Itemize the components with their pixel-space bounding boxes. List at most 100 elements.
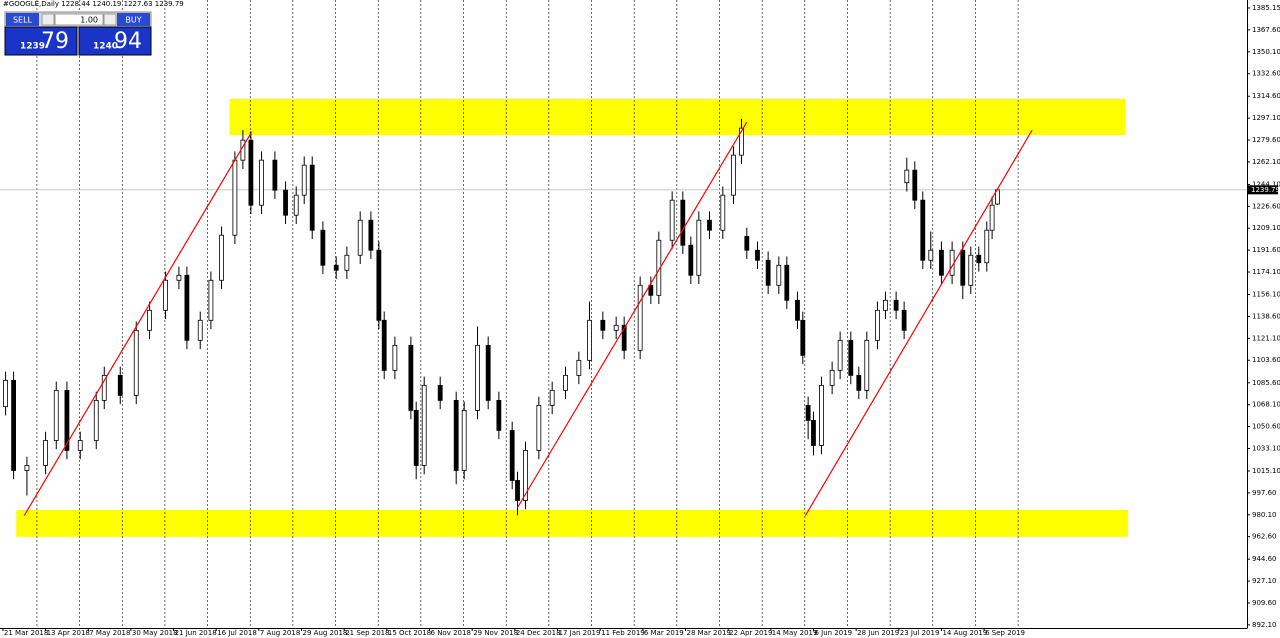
ohlc-high: 1240.19 — [92, 0, 121, 8]
candle-body — [147, 309, 152, 331]
y-tick-label: 927.10 — [1252, 577, 1277, 585]
candle-body — [621, 324, 627, 351]
candle-body — [259, 159, 264, 206]
candle-body — [208, 279, 214, 321]
x-tick-label: 29 Aug 2018 — [303, 629, 348, 637]
candle-body — [357, 219, 363, 256]
candle-body — [421, 384, 427, 466]
y-tick-label: 1085.60 — [1252, 379, 1280, 387]
y-tick-label: 909.60 — [1252, 599, 1277, 607]
lots-increase[interactable] — [103, 13, 117, 26]
y-tick-label: 997.60 — [1252, 489, 1277, 497]
buy-label[interactable]: BUY — [125, 16, 141, 25]
x-tick-label: 28 Jun 2019 — [857, 629, 899, 637]
y-tick-label: 1244.10 — [1252, 180, 1280, 188]
candle-body — [515, 480, 520, 501]
support-resistance-zone — [229, 98, 1126, 136]
candle-body — [637, 284, 643, 351]
y-tick-label: 892.10 — [1252, 621, 1277, 629]
candle-body — [248, 139, 254, 206]
buy-price-pips[interactable]: 94 — [114, 29, 142, 54]
y-tick-label: 1103.60 — [1252, 356, 1280, 364]
y-tick-label: 944.60 — [1252, 555, 1277, 563]
candle-body — [939, 249, 944, 276]
candle-body — [117, 374, 123, 396]
candle-body — [24, 465, 30, 471]
sell-label[interactable]: SELL — [13, 16, 33, 25]
x-tick-label: 14 Aug 2019 — [942, 629, 987, 637]
candle-body — [587, 319, 592, 361]
candle-body — [11, 379, 16, 471]
candle-body — [901, 309, 907, 331]
y-tick-label: 1138.60 — [1252, 312, 1280, 320]
y-tick-label: 1350.10 — [1252, 48, 1280, 56]
candle-body — [320, 229, 326, 266]
x-tick-label: 6 Jun 2019 — [814, 629, 852, 637]
candle-body — [600, 319, 606, 331]
x-tick-label: 7 May 2018 — [89, 629, 130, 637]
candle-body — [392, 344, 398, 371]
y-tick-label: 1121.10 — [1252, 334, 1280, 342]
sell-button[interactable] — [6, 13, 39, 26]
candle-body — [232, 159, 238, 236]
candle-body — [805, 405, 811, 421]
y-tick-label: 1174.10 — [1252, 268, 1280, 276]
x-tick-label: 24 Dec 2018 — [516, 629, 561, 637]
x-tick-label: 6 Sep 2019 — [985, 629, 1025, 637]
x-tick-label: 7 Aug 2018 — [260, 629, 300, 637]
y-tick-label: 1209.10 — [1252, 224, 1280, 232]
sell-price-pips[interactable]: 79 — [41, 29, 69, 54]
y-tick-label: 1367.60 — [1252, 26, 1280, 34]
candle-body — [819, 384, 824, 446]
candle-body — [696, 219, 702, 276]
candle-body — [453, 399, 459, 471]
candle-body — [707, 219, 712, 231]
x-tick-label: 22 Apr 2019 — [729, 629, 772, 637]
lots-value[interactable]: 1.00 — [80, 16, 98, 25]
candle-body — [309, 164, 315, 231]
candle-body — [549, 389, 555, 406]
y-tick-label: 962.60 — [1252, 533, 1277, 541]
buy-price-box[interactable] — [78, 26, 152, 56]
candle-body — [739, 127, 744, 156]
y-tick-label: 1262.10 — [1252, 158, 1280, 166]
x-tick-label: 30 May 2018 — [132, 629, 178, 637]
current-price-box — [1248, 185, 1278, 195]
candle-body — [776, 264, 782, 286]
x-tick-label: 15 Oct 2018 — [388, 629, 431, 637]
x-tick-label: 29 Nov 2018 — [473, 629, 518, 637]
trade-panel: SELL 1.00 BUY 1239 79 1240 94 — [4, 11, 152, 56]
ohlc-low: 1227.63 — [124, 0, 153, 8]
candle-body — [536, 405, 542, 451]
buy-price-main[interactable]: 1240 — [93, 42, 118, 52]
candle-body — [333, 264, 339, 271]
candle-body — [93, 399, 99, 441]
x-tick-label: 21 Sep 2018 — [345, 629, 389, 637]
lots-decrease[interactable] — [41, 13, 55, 26]
candle-body — [864, 339, 870, 391]
candle-body — [413, 410, 419, 466]
x-tick-label: 13 Apr 2018 — [47, 629, 90, 637]
sell-price-box[interactable] — [4, 26, 78, 56]
candle-body — [613, 324, 619, 331]
y-tick-label: 1332.60 — [1252, 70, 1280, 78]
candle-body — [976, 254, 982, 264]
candle-body — [648, 284, 654, 296]
trendline — [517, 121, 748, 508]
x-tick-label: 6 Mar 2019 — [644, 629, 684, 637]
candle-body — [461, 410, 467, 471]
y-tick-label: 1297.10 — [1252, 114, 1280, 122]
sell-price-main[interactable]: 1239 — [20, 42, 45, 52]
buy-button[interactable] — [117, 13, 150, 26]
candle-body — [163, 279, 168, 311]
y-tick-label: 980.10 — [1252, 511, 1277, 519]
candle-body — [856, 374, 862, 391]
lots-input[interactable] — [54, 13, 104, 26]
y-tick-label: 1385.15 — [1252, 4, 1280, 12]
y-tick-label: 1050.60 — [1252, 423, 1280, 431]
candle-body — [755, 249, 760, 261]
x-tick-label: 17 Jan 2019 — [559, 629, 601, 637]
candle-body — [408, 344, 414, 411]
candle-body — [485, 344, 491, 401]
